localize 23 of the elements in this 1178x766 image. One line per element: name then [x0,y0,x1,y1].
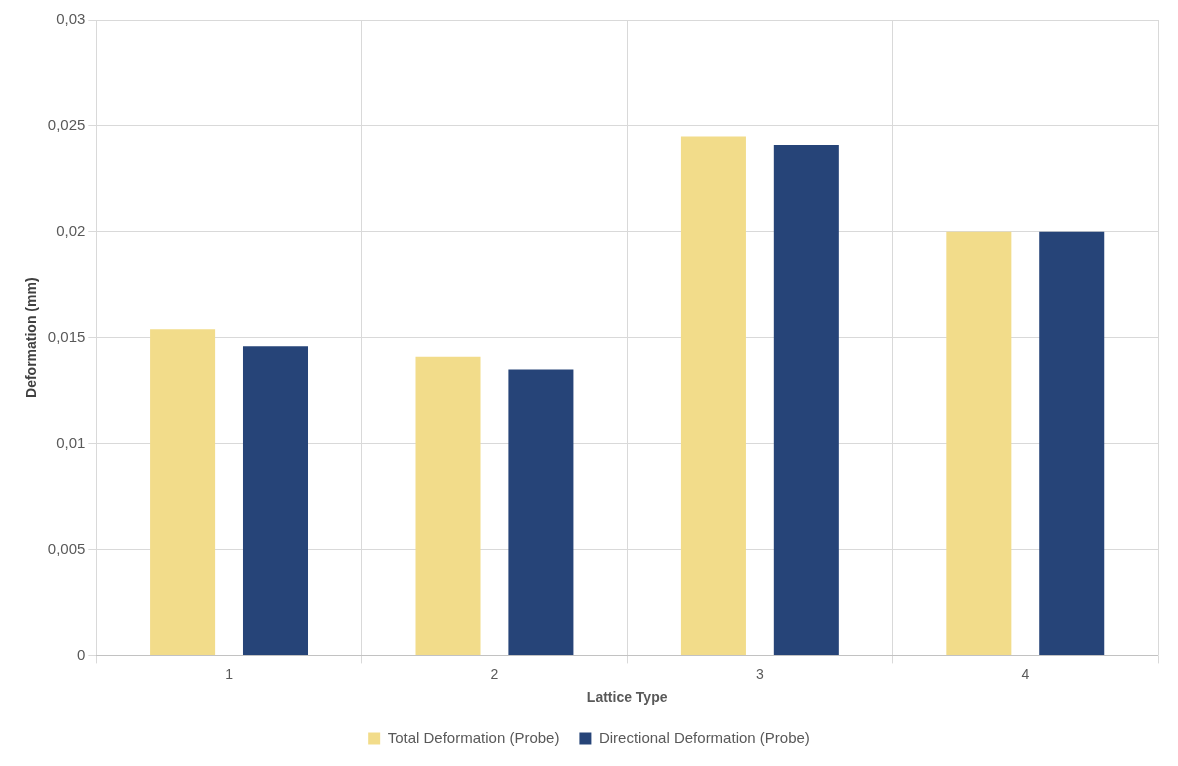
bar [773,144,839,655]
y-tick-label: 0,02 [56,221,86,239]
y-axis-title: Deformation (mm) [23,277,40,398]
y-tick-label: 0,01 [56,433,86,451]
x-tick-label: 4 [1021,665,1030,682]
bar [508,369,574,655]
y-tick-label: 0,025 [47,116,86,134]
x-axis-title: Lattice Type [586,689,668,706]
y-tick-label: 0,005 [47,539,86,557]
y-tick-label: 0,015 [47,327,86,345]
legend-label: Directional Deformation (Probe) [598,728,810,746]
y-tick-label: 0,03 [56,10,86,28]
x-tick-label: 3 [755,665,764,682]
bar [150,329,216,655]
x-tick-label: 1 [225,665,234,682]
bar [242,346,309,655]
bar [415,356,481,655]
bar [1039,231,1105,655]
bar [680,136,746,655]
y-tick-label: 0 [76,645,86,663]
legend-label: Total Deformation (Probe) [387,728,560,746]
bar [946,231,1012,655]
x-tick-label: 2 [490,665,499,682]
